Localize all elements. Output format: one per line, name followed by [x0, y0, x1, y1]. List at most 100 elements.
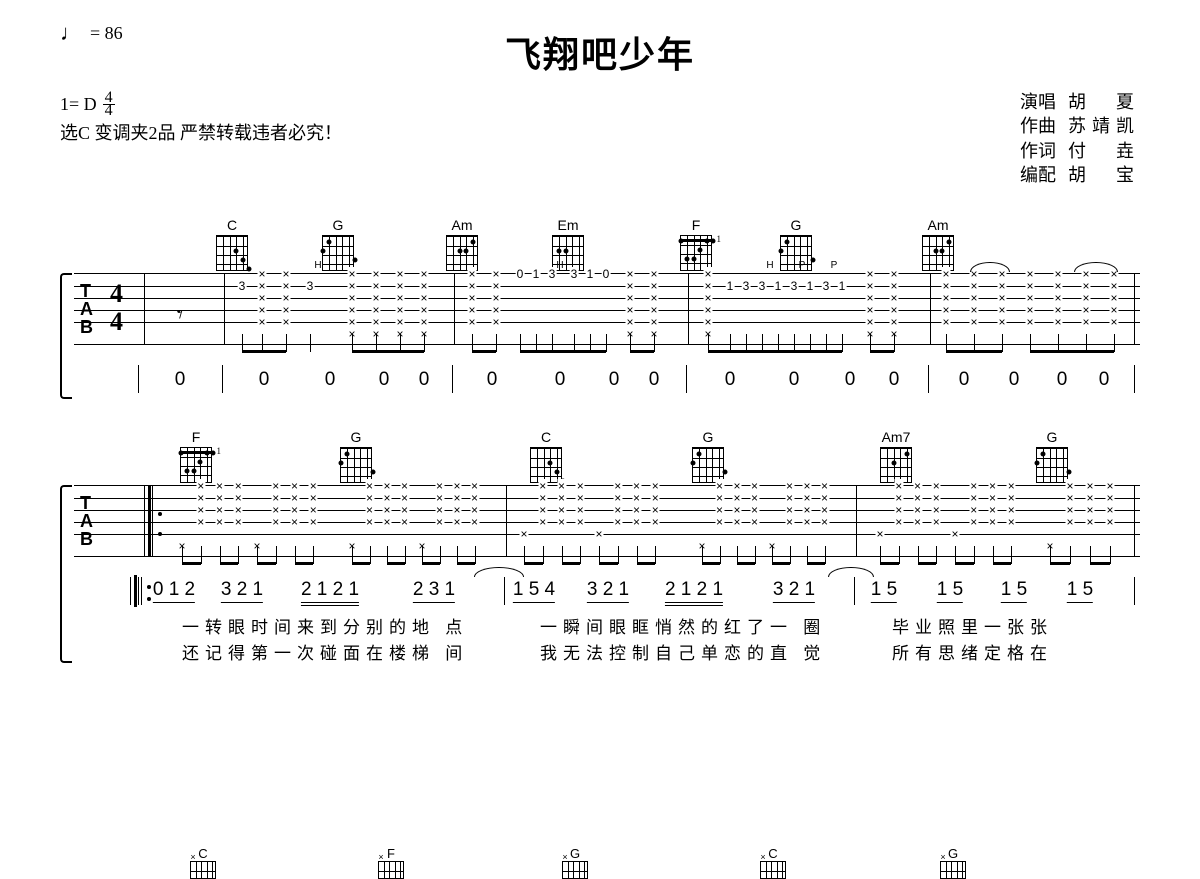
lyric-row: 一转眼时间来到分别的地 点一瞬间眼眶悄然的红了一 圈毕业照里一张张	[74, 613, 1140, 637]
chord-grid	[880, 447, 912, 483]
chord-grid	[340, 447, 372, 483]
chord-diagram: G	[322, 217, 354, 271]
chord-diagram: G	[340, 429, 372, 483]
chord-diagram: F×	[378, 846, 404, 879]
tab-x-mark: ×	[470, 515, 479, 529]
tab-x-mark: ×	[467, 315, 476, 329]
chord-label: G	[351, 429, 362, 445]
song-title: 飞翔吧少年	[60, 26, 1140, 78]
tab-x-mark: ×	[435, 515, 444, 529]
tab-fret: 3	[742, 279, 751, 293]
chord-label: G	[791, 217, 802, 233]
chord-grid	[780, 235, 812, 271]
system-bracket	[60, 485, 72, 663]
chord-grid	[1036, 447, 1068, 483]
chord-label: F	[387, 846, 395, 861]
chord-label: G	[948, 846, 958, 861]
tab-fret: 1	[838, 279, 847, 293]
tab-fret: 3	[822, 279, 831, 293]
tab-clef: T A B	[80, 282, 93, 336]
tab-x-mark: ×	[1065, 515, 1074, 529]
chord-diagram: C	[216, 217, 248, 271]
chord-label: Em	[558, 217, 579, 233]
credit-name: 付 垚	[1068, 139, 1140, 163]
jianpu-note: 0	[845, 369, 856, 391]
chord-label: F	[692, 217, 701, 233]
tab-x-mark: ×	[452, 515, 461, 529]
tab-x-mark: ×	[932, 515, 941, 529]
jianpu-group: 2 1 2 1	[301, 579, 359, 601]
system-2: F1GCGAm7G T A B ××××××××××××××××××××××××…	[60, 425, 1140, 663]
lyric-phrase: 我无法控制自己单恋的直 觉	[540, 639, 826, 664]
tab-staff: T A B ××××××××××××××××××××××××××××××××××…	[74, 485, 1140, 557]
tab-x-mark: ×	[576, 515, 585, 529]
barline	[1134, 365, 1135, 393]
barline	[504, 577, 505, 605]
chord-label: C	[227, 217, 237, 233]
jianpu-note: 0	[1009, 369, 1020, 391]
tab-x-mark: ×	[196, 515, 205, 529]
lyric-phrase: 一瞬间眼眶悄然的红了一 圈	[540, 613, 826, 638]
technique-label: P	[799, 260, 806, 271]
tab-x-mark: ×	[281, 315, 290, 329]
barline	[222, 365, 223, 393]
chord-grid: 1	[680, 235, 712, 271]
jianpu-group: 1 5	[1001, 579, 1027, 601]
technique-label: H	[766, 260, 773, 271]
lyric-phrase: 毕业照里一张张	[892, 613, 1053, 638]
chord-grid	[692, 447, 724, 483]
barline	[854, 577, 855, 605]
tab-x-mark: ×	[613, 515, 622, 529]
tab-x-mark: ×	[997, 315, 1006, 329]
chord-label: Am	[452, 217, 473, 233]
clef-b: B	[80, 530, 93, 548]
clef-a: A	[80, 512, 93, 530]
barline	[686, 365, 687, 393]
chord-grid	[446, 235, 478, 271]
tab-x-mark: ×	[1105, 515, 1114, 529]
time-signature: 4 4	[103, 91, 115, 119]
jianpu-note: 0	[1057, 369, 1068, 391]
jianpu-group: 1 5	[871, 579, 897, 601]
tab-fret: 1	[586, 267, 595, 281]
tab-fret: 0	[516, 267, 525, 281]
tab-x-mark: ×	[969, 515, 978, 529]
credit-label: 作词	[1020, 139, 1056, 163]
chord-label: F	[192, 429, 201, 445]
jianpu-note: 0	[175, 369, 186, 391]
jianpu-note: 0	[555, 369, 566, 391]
credit-label: 编配	[1020, 163, 1056, 187]
jianpu-group: 3 2 1	[587, 579, 629, 601]
tab-staff: T A B 4 4 𝄾 3××××××××××3H×××××××××××××××…	[74, 273, 1140, 345]
jianpu-group: 1 5	[1067, 579, 1093, 601]
jianpu-staff: 00000000000000000	[74, 359, 1140, 399]
barline	[224, 274, 225, 344]
chord-diagram: G	[692, 429, 724, 483]
tab-fret: 1	[532, 267, 541, 281]
lyric-phrase: 还记得第一次碰面在楼梯 间	[182, 639, 468, 664]
chord-grid	[322, 235, 354, 271]
tab-x-mark: ×	[519, 527, 528, 541]
clef-b: B	[80, 318, 93, 336]
tab-fret: 3	[238, 279, 247, 293]
header-meta: 1= D 4 4 选C 变调夹2品 严禁转载违者必究！ 演唱胡 夏 作曲苏靖凯 …	[60, 90, 1140, 187]
chord-diagram: G×	[940, 846, 966, 879]
tab-fret: 1	[806, 279, 815, 293]
technique-label: H	[556, 260, 563, 271]
chord-diagram: C×	[190, 846, 216, 879]
jianpu-note: 0	[889, 369, 900, 391]
jianpu-note: 0	[379, 369, 390, 391]
key-meta: 1= D 4 4 选C 变调夹2品 严禁转载违者必究！	[60, 90, 342, 148]
jianpu-group: 2 3 1	[413, 579, 455, 601]
chord-label: G	[1047, 429, 1058, 445]
chord-diagram: Am	[446, 217, 478, 271]
jianpu-note: 0	[609, 369, 620, 391]
tab-x-mark: ×	[400, 515, 409, 529]
tab-x-mark: ×	[538, 515, 547, 529]
rest-icon: 𝄾	[177, 303, 183, 330]
jianpu-group: 1 5 4	[513, 579, 555, 601]
tab-clef: T A B	[80, 494, 93, 548]
tab-x-mark: ×	[491, 315, 500, 329]
tab-x-mark: ×	[802, 515, 811, 529]
tab-x-mark: ×	[1053, 315, 1062, 329]
